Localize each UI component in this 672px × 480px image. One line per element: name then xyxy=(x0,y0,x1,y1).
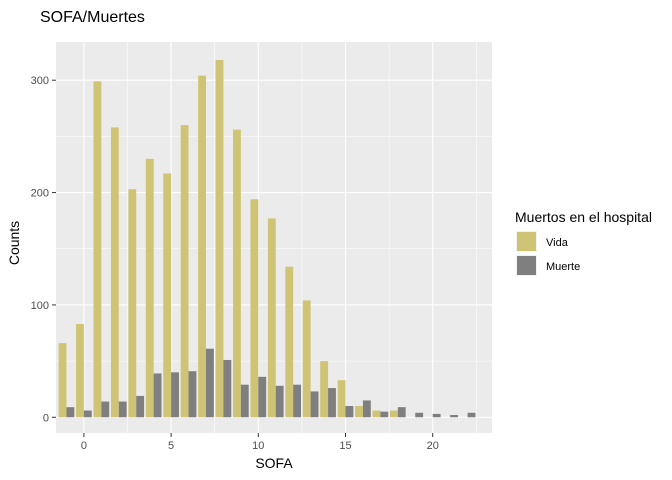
bar-vida-1 xyxy=(93,81,102,418)
bar-muerte-5 xyxy=(171,372,179,418)
chart-title: SOFA/Muertes xyxy=(40,9,145,26)
x-tick-label: 5 xyxy=(168,440,174,452)
bar-vida-16 xyxy=(355,406,363,418)
y-axis-title: Counts xyxy=(6,221,22,265)
legend-swatch-muerte xyxy=(517,256,536,275)
bar-muerte-3 xyxy=(136,395,145,418)
bar-muerte-18 xyxy=(397,407,406,418)
bar-muerte-6 xyxy=(188,371,197,418)
bar-vida-12 xyxy=(285,266,294,418)
x-tick-label: 0 xyxy=(81,440,87,452)
bar-vida-10 xyxy=(250,199,259,418)
bar-vida-4 xyxy=(145,158,154,418)
bar-muerte-0 xyxy=(83,410,92,418)
bar-muerte-4 xyxy=(153,373,162,418)
bar-muerte-20 xyxy=(432,413,441,418)
x-tick-label: 10 xyxy=(252,440,264,452)
bar-vida-6 xyxy=(180,125,189,418)
bar-muerte-13 xyxy=(310,391,319,418)
bar-muerte-10 xyxy=(258,376,267,418)
bar-vida-0 xyxy=(76,324,84,418)
bar-vida-9 xyxy=(233,129,241,418)
bar-muerte-21 xyxy=(450,415,458,418)
x-axis-title: SOFA xyxy=(255,455,293,471)
y-tick-label: 100 xyxy=(31,300,49,312)
legend-swatch-vida xyxy=(517,232,536,251)
bar-muerte-7 xyxy=(205,348,214,418)
y-tick-label: 300 xyxy=(31,75,49,87)
legend-items: Vida Muerte xyxy=(516,231,580,276)
bar-vida-18 xyxy=(389,410,398,418)
legend: Muertos en el hospital Vida Muerte xyxy=(515,209,652,276)
bar-muerte-15 xyxy=(345,406,354,418)
bar-muerte-8 xyxy=(223,359,232,418)
bar-muerte-14 xyxy=(328,388,336,418)
bar-vida--1 xyxy=(58,343,67,418)
x-tick-label: 15 xyxy=(339,440,351,452)
bar-muerte-1 xyxy=(101,401,110,418)
bar-muerte--1 xyxy=(66,407,75,418)
legend-label-muerte: Muerte xyxy=(546,261,580,273)
x-axis-ticks: 0 5 10 15 20 xyxy=(81,433,439,452)
bar-vida-8 xyxy=(215,59,224,418)
bar-muerte-12 xyxy=(293,384,302,418)
bar-vida-17 xyxy=(372,410,381,418)
y-tick-label: 0 xyxy=(43,412,49,424)
x-tick-label: 20 xyxy=(427,440,439,452)
bar-muerte-9 xyxy=(240,384,249,418)
bar-vida-5 xyxy=(163,173,172,418)
y-axis-ticks: 0 100 200 300 xyxy=(31,75,56,424)
bar-muerte-22 xyxy=(467,412,476,418)
bar-vida-15 xyxy=(337,380,346,418)
bar-vida-3 xyxy=(128,189,137,418)
bar-muerte-19 xyxy=(415,412,424,418)
bar-vida-7 xyxy=(198,75,206,418)
bar-muerte-11 xyxy=(275,385,284,418)
bar-vida-11 xyxy=(267,218,276,418)
bar-vida-2 xyxy=(110,127,119,418)
bar-muerte-2 xyxy=(118,401,127,418)
y-tick-label: 200 xyxy=(31,188,49,200)
bars xyxy=(58,59,476,418)
legend-label-vida: Vida xyxy=(546,237,569,249)
bar-muerte-16 xyxy=(362,400,371,418)
legend-title: Muertos en el hospital xyxy=(515,209,652,225)
bar-muerte-17 xyxy=(380,411,389,418)
bar-vida-14 xyxy=(320,361,329,418)
bar-vida-13 xyxy=(302,300,311,418)
